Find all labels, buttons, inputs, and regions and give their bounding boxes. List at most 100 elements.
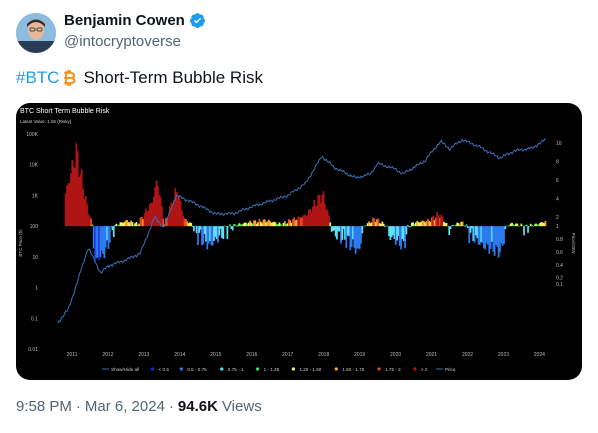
x-tick-label: 2019 [354, 352, 365, 358]
risk-bar [481, 226, 484, 243]
risk-bar [330, 226, 333, 232]
risk-bar [541, 222, 544, 227]
risk-bar [279, 224, 282, 227]
risk-bar [206, 226, 209, 250]
risk-bar [440, 214, 443, 227]
risk-bar [193, 226, 195, 232]
risk-bar [380, 223, 382, 227]
legend-dot-marker [256, 367, 260, 371]
risk-bar [70, 173, 72, 227]
risk-bar [472, 226, 475, 242]
chart-legend[interactable]: Show/Hide all < 0.5 0.5 - 0.75 0.75 - 1 1 - … [102, 367, 456, 372]
risk-bar [357, 226, 360, 249]
risk-bar [142, 219, 145, 227]
risk-bar [132, 224, 135, 227]
risk-bar [155, 180, 158, 227]
tweet-date[interactable]: Mar 6, 2024 [84, 398, 165, 415]
tweet-time[interactable]: 9:58 PM [16, 398, 72, 415]
risk-bar [198, 226, 201, 233]
risk-bar [250, 222, 253, 227]
risk-bar [511, 222, 513, 227]
risk-bar [136, 224, 139, 227]
risk-bar [521, 225, 524, 227]
price-line [57, 138, 547, 324]
tweet-footer: 9:58 PM · Mar 6, 2024 · 94.6K Views [16, 398, 262, 415]
left-tick-label: 10 [32, 255, 38, 261]
risk-bar [496, 226, 499, 247]
risk-bar [116, 225, 119, 227]
risk-bar [66, 185, 68, 227]
left-tick-label: 100K [26, 132, 38, 138]
risk-bar [398, 226, 401, 246]
author-avatar[interactable] [16, 13, 56, 53]
legend-label: < 0.5 [159, 367, 170, 372]
risk-bar [459, 224, 461, 227]
risk-bar [293, 217, 296, 227]
risk-bar [166, 217, 169, 227]
risk-bar [532, 226, 535, 227]
risk-bar [115, 223, 118, 227]
risk-bar [94, 226, 96, 262]
risk-bar [147, 210, 150, 227]
hashtag-link[interactable]: #BTC [16, 68, 60, 87]
risk-bar [336, 226, 338, 240]
risk-bar [143, 213, 146, 227]
x-tick-label: 2013 [138, 352, 149, 358]
chart-image[interactable]: BTC Short Term Bubble Risk Latest Value:… [16, 103, 582, 380]
risk-bar [243, 222, 246, 227]
risk-bar [237, 224, 239, 227]
risk-bar [535, 223, 537, 227]
risk-bar [120, 222, 123, 227]
risk-bar [464, 226, 467, 227]
risk-bar [509, 223, 512, 227]
risk-bar [413, 224, 416, 227]
risk-bar [210, 226, 213, 246]
risk-bar [219, 226, 222, 229]
risk-bar [467, 226, 469, 228]
risk-bar [358, 226, 361, 250]
risk-bar [479, 226, 481, 245]
risk-bar [370, 222, 373, 227]
risk-bar [385, 225, 388, 227]
risk-bar [529, 223, 532, 227]
risk-bar [396, 226, 398, 241]
risk-bar [211, 226, 214, 246]
risk-bar [269, 221, 271, 227]
risk-bar [107, 226, 110, 249]
risk-bar [152, 196, 155, 227]
risk-bar [286, 223, 289, 227]
risk-bar [90, 218, 92, 227]
risk-bar [322, 191, 325, 227]
risk-bar [418, 222, 421, 227]
risk-bar [455, 224, 457, 227]
legend-dot-marker [334, 367, 338, 371]
risk-bar [453, 225, 456, 227]
legend-label: 1 - 1.25 [264, 367, 280, 372]
x-tick-label: 2022 [462, 352, 473, 358]
legend-dot-marker [291, 367, 295, 371]
risk-bar [468, 226, 471, 244]
risk-bar [257, 222, 259, 227]
left-tick-label: 1K [32, 193, 39, 199]
risk-bar [72, 166, 75, 227]
risk-bar [259, 221, 262, 227]
risk-bar [402, 226, 405, 242]
risk-bar [100, 226, 103, 251]
risk-bar [544, 220, 547, 227]
risk-bar [294, 220, 297, 227]
risk-bar [321, 194, 324, 227]
risk-bar [432, 215, 435, 227]
risk-bar [79, 174, 82, 227]
risk-bar [417, 221, 420, 227]
risk-bar [420, 221, 423, 227]
right-tick-label: 10 [556, 141, 562, 147]
risk-bar [222, 226, 225, 239]
risk-bar [334, 226, 337, 237]
risk-bar [422, 220, 425, 227]
risk-bar [227, 226, 230, 227]
author-handle[interactable]: @intocryptoverse [64, 33, 181, 50]
risk-bar [543, 223, 545, 227]
author-name[interactable]: Benjamin Cowen [64, 12, 185, 29]
risk-bar [444, 222, 447, 227]
left-axis-label: BTC Price ($) [18, 229, 23, 257]
